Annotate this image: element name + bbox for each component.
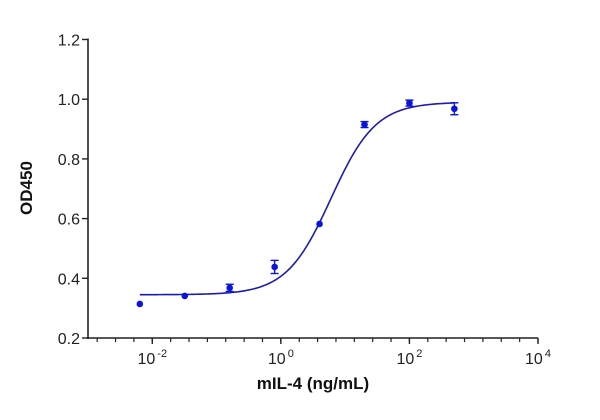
marker bbox=[226, 284, 233, 292]
fit-curve bbox=[139, 102, 455, 296]
data-point bbox=[136, 300, 144, 308]
y-tick-label: 0.6 bbox=[58, 212, 80, 229]
x-tick-label: 10 2 bbox=[396, 348, 422, 368]
data-points bbox=[136, 99, 459, 308]
marker bbox=[181, 292, 189, 300]
data-point bbox=[270, 259, 279, 275]
marker bbox=[271, 263, 278, 271]
data-point bbox=[225, 283, 234, 293]
y-tick-label: 0.8 bbox=[58, 152, 80, 169]
marker bbox=[406, 99, 413, 107]
y-tick-label: 0.2 bbox=[58, 331, 80, 348]
y-axis-ticks: 0.2 0.4 0.6 0.8 1.0 1.2 bbox=[58, 33, 88, 348]
y-axis-title: OD450 bbox=[17, 161, 36, 215]
data-point bbox=[360, 120, 369, 129]
x-axis-title: mIL-4 (ng/mL) bbox=[257, 374, 369, 393]
marker bbox=[136, 300, 144, 308]
y-tick-label: 1.0 bbox=[58, 92, 80, 109]
x-axis-ticks: 10 -2 10 0 10 2 10 4 bbox=[96, 338, 551, 368]
marker bbox=[316, 220, 323, 228]
data-point bbox=[405, 99, 414, 107]
data-point bbox=[316, 220, 323, 228]
marker bbox=[361, 121, 368, 128]
y-tick-label: 0.4 bbox=[58, 271, 80, 288]
x-tick-label: 10 -2 bbox=[137, 348, 167, 368]
axes bbox=[87, 38, 538, 339]
x-tick-label: 10 4 bbox=[525, 348, 551, 368]
data-point bbox=[181, 292, 189, 300]
x-tick-label: 10 0 bbox=[268, 348, 294, 368]
y-tick-label: 1.2 bbox=[58, 33, 80, 50]
data-point bbox=[450, 102, 459, 116]
marker bbox=[451, 105, 458, 113]
